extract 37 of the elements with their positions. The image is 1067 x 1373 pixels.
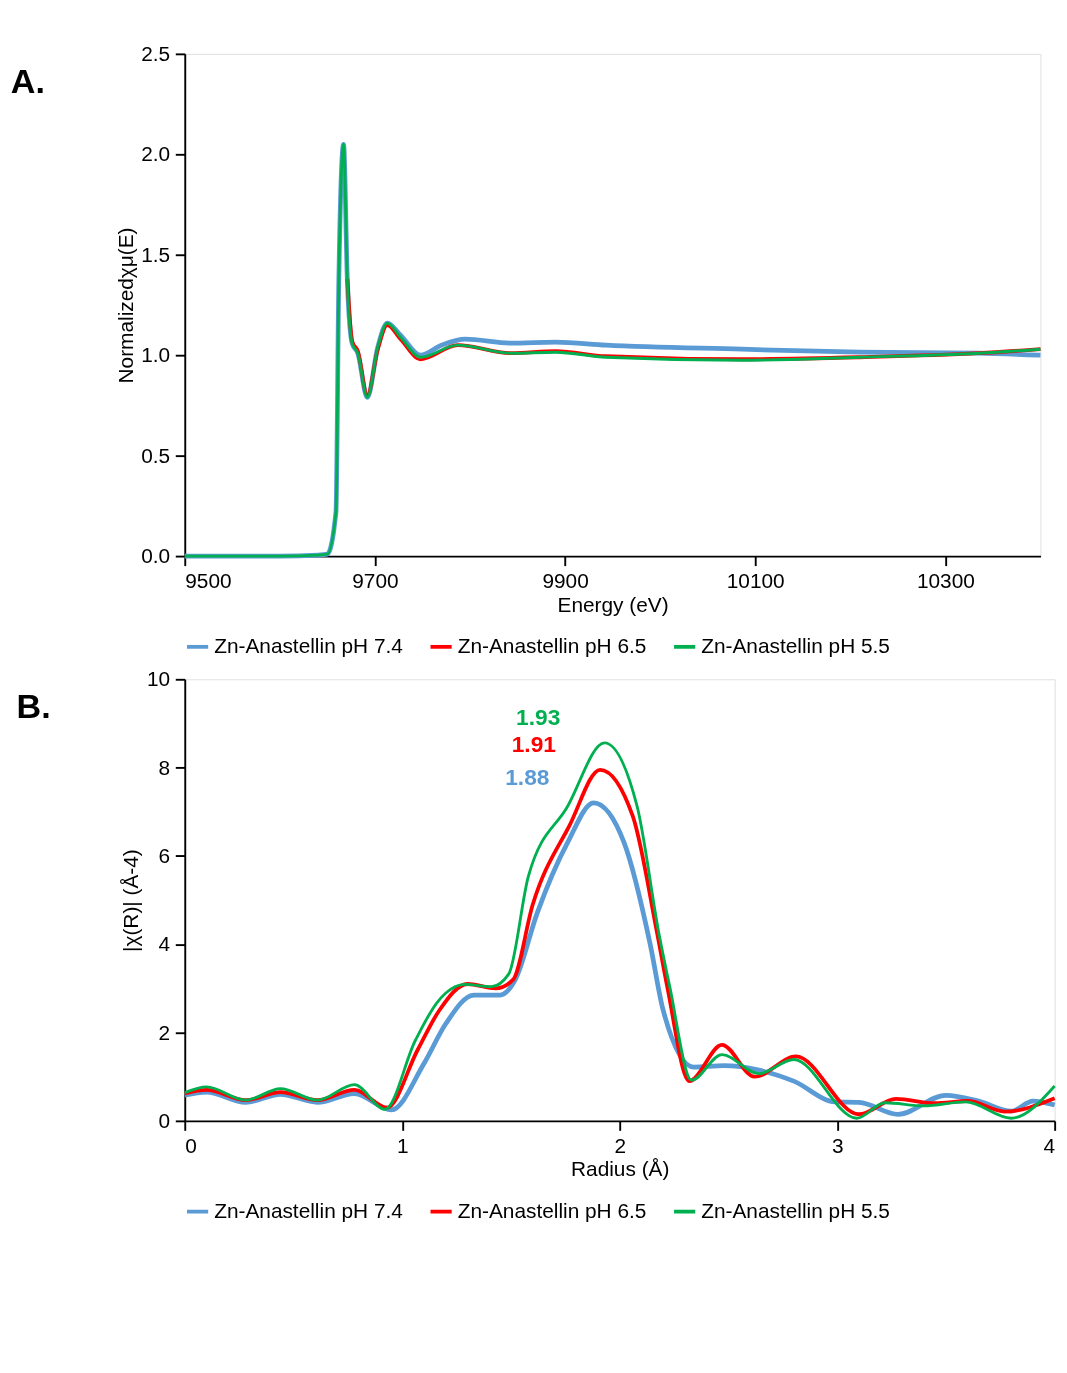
- x-tick-label: 10100: [726, 568, 785, 592]
- x-tick-label: 4: [1043, 1133, 1056, 1157]
- y-tick-label: 6: [158, 844, 171, 868]
- legend-label: Zn-Anastellin pH 5.5: [701, 634, 890, 658]
- x-tick-label: 1: [396, 1133, 409, 1157]
- legend-label: Zn-Anastellin pH 7.4: [214, 1199, 403, 1223]
- y-tick-label: 1.0: [141, 343, 171, 367]
- x-axis-title: Energy (eV): [557, 592, 669, 616]
- x-tick-label: 2: [614, 1133, 626, 1157]
- x-tick-label: 0: [185, 1133, 197, 1157]
- x-tick-label: 3: [831, 1133, 844, 1157]
- y-tick-label: 8: [158, 755, 171, 779]
- y-tick-label: 10: [146, 667, 171, 691]
- y-tick-label: 0.0: [141, 544, 171, 568]
- annotation: 1.88: [505, 763, 550, 790]
- y-tick-label: 2.0: [141, 142, 171, 166]
- y-tick-label: 1.5: [141, 242, 171, 266]
- y-tick-label: 4: [158, 932, 171, 956]
- legend-label: Zn-Anastellin pH 7.4: [214, 634, 403, 658]
- y-tick-label: 2.5: [141, 41, 171, 65]
- x-tick-label: 9900: [542, 568, 589, 592]
- annotation: 1.93: [516, 703, 561, 730]
- y-axis-title: Normalizedχμ(E): [113, 227, 137, 384]
- chart-title: B.: [16, 687, 51, 726]
- y-tick-label: 0.5: [141, 443, 171, 467]
- x-tick-label: 9700: [352, 568, 399, 592]
- x-tick-label: 10300: [916, 568, 975, 592]
- x-axis-title: Radius (Å): [571, 1157, 670, 1181]
- chart-title: A.: [10, 61, 45, 100]
- legend-label: Zn-Anastellin pH 6.5: [457, 1199, 647, 1223]
- annotation: 1.91: [511, 730, 557, 757]
- y-axis-title: |χ(R)| (Å-4): [119, 849, 143, 952]
- legend-label: Zn-Anastellin pH 6.5: [457, 634, 647, 658]
- legend-label: Zn-Anastellin pH 5.5: [701, 1199, 890, 1223]
- y-tick-label: 0: [158, 1108, 171, 1132]
- x-tick-label: 9500: [185, 568, 232, 592]
- y-tick-label: 2: [158, 1020, 171, 1044]
